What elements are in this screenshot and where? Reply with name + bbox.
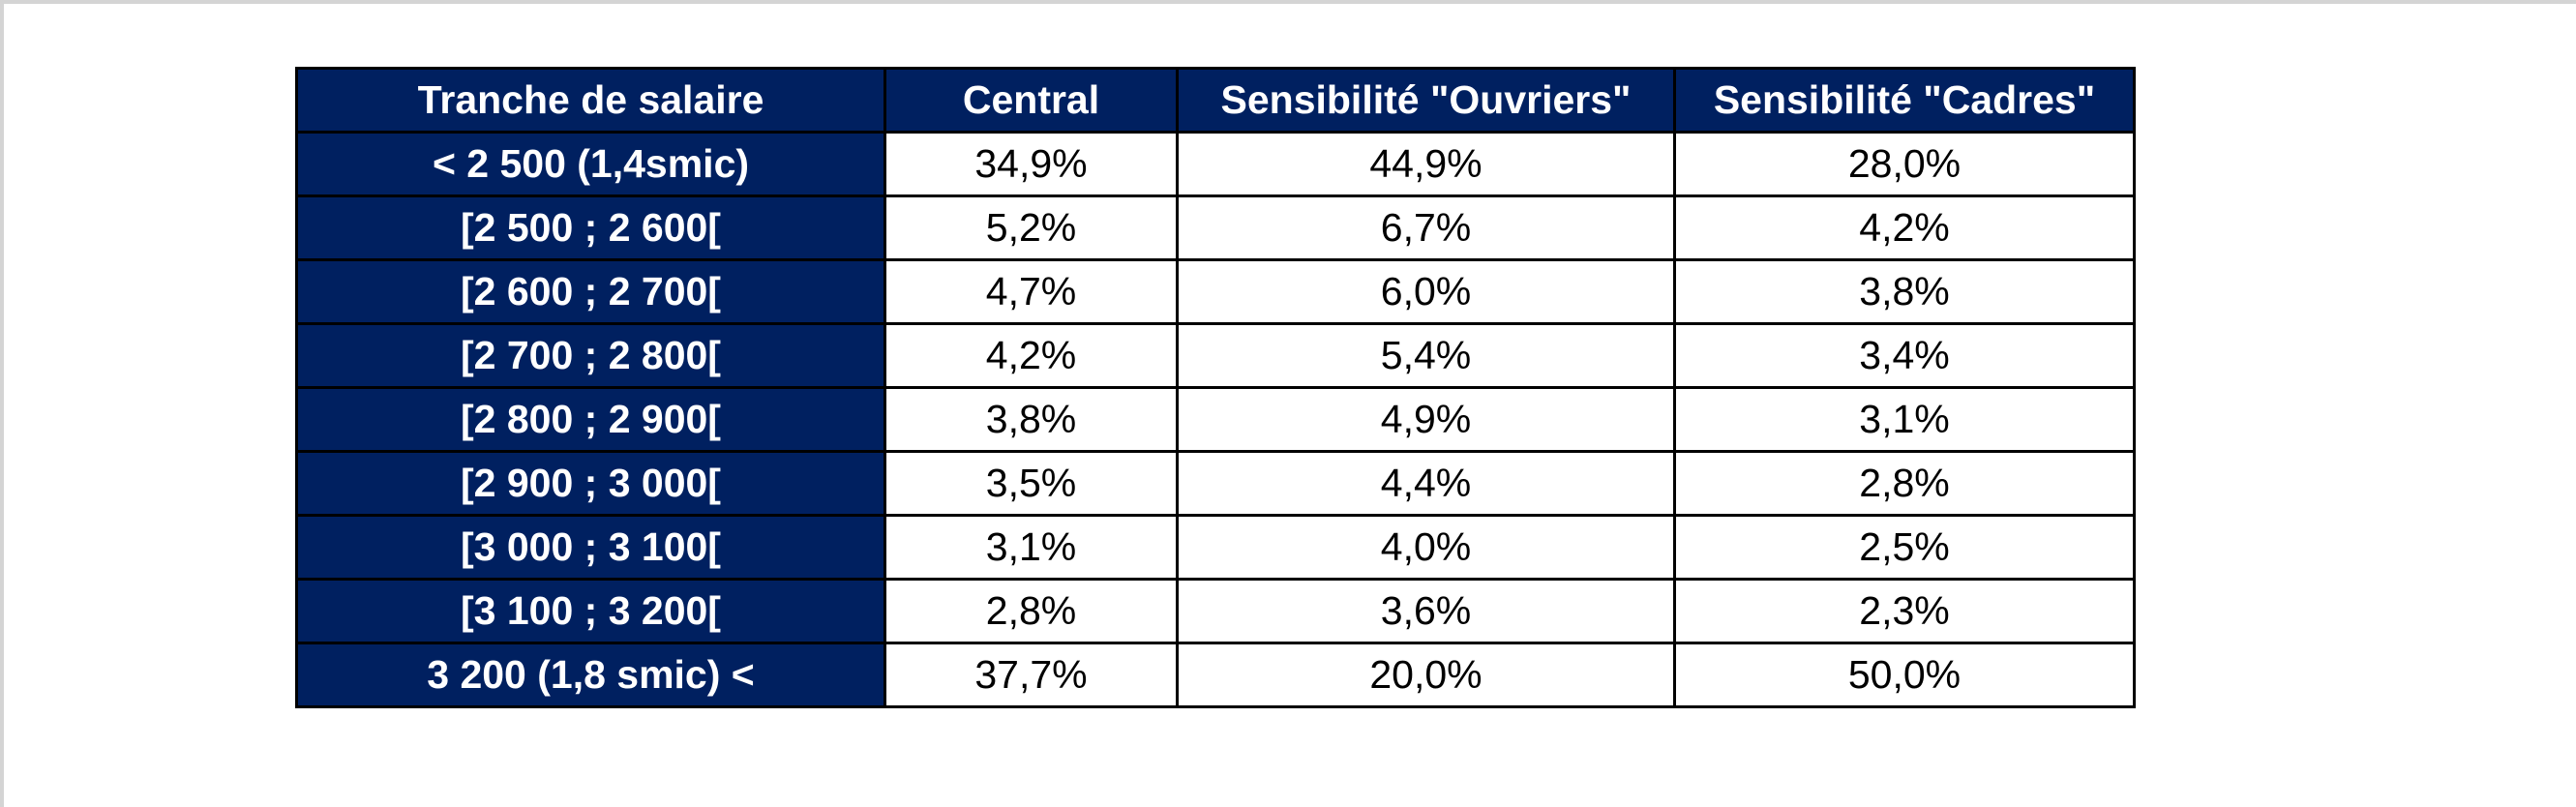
table-header-row: Tranche de salaire Central Sensibilité "… [295,67,2136,134]
central-cell: 3,1% [884,514,1179,581]
salary-distribution-table: Tranche de salaire Central Sensibilité "… [295,67,2136,708]
central-cell: 5,2% [884,194,1179,261]
table-row: [3 100 ; 3 200[ 2,8% 3,6% 2,3% [295,578,2136,644]
central-cell: 3,5% [884,450,1179,517]
table-row: 3 200 (1,8 smic) < 37,7% 20,0% 50,0% [295,642,2136,708]
header-central: Central [884,67,1179,134]
cadres-cell: 3,8% [1673,258,2136,325]
table-row: [3 000 ; 3 100[ 3,1% 4,0% 2,5% [295,514,2136,581]
ouvriers-cell: 3,6% [1176,578,1676,644]
row-label: 3 200 (1,8 smic) < [295,642,886,708]
ouvriers-cell: 5,4% [1176,322,1676,389]
ouvriers-cell: 6,7% [1176,194,1676,261]
table-row: [2 600 ; 2 700[ 4,7% 6,0% 3,8% [295,258,2136,325]
table-row: [2 900 ; 3 000[ 3,5% 4,4% 2,8% [295,450,2136,517]
header-tranche-de-salaire: Tranche de salaire [295,67,886,134]
row-label: [2 500 ; 2 600[ [295,194,886,261]
table-row: < 2 500 (1,4smic) 34,9% 44,9% 28,0% [295,131,2136,197]
cadres-cell: 2,8% [1673,450,2136,517]
header-sensibilite-cadres: Sensibilité "Cadres" [1673,67,2136,134]
table-row: [2 800 ; 2 900[ 3,8% 4,9% 3,1% [295,386,2136,453]
row-label: < 2 500 (1,4smic) [295,131,886,197]
central-cell: 4,7% [884,258,1179,325]
central-cell: 34,9% [884,131,1179,197]
cadres-cell: 2,5% [1673,514,2136,581]
row-label: [2 900 ; 3 000[ [295,450,886,517]
central-cell: 4,2% [884,322,1179,389]
table-row: [2 500 ; 2 600[ 5,2% 6,7% 4,2% [295,194,2136,261]
central-cell: 3,8% [884,386,1179,453]
row-label: [3 000 ; 3 100[ [295,514,886,581]
cadres-cell: 28,0% [1673,131,2136,197]
ouvriers-cell: 6,0% [1176,258,1676,325]
ouvriers-cell: 4,4% [1176,450,1676,517]
ouvriers-cell: 4,9% [1176,386,1676,453]
ouvriers-cell: 20,0% [1176,642,1676,708]
cadres-cell: 3,1% [1673,386,2136,453]
row-label: [2 800 ; 2 900[ [295,386,886,453]
header-sensibilite-ouvriers: Sensibilité "Ouvriers" [1176,67,1676,134]
cadres-cell: 4,2% [1673,194,2136,261]
cadres-cell: 50,0% [1673,642,2136,708]
ouvriers-cell: 44,9% [1176,131,1676,197]
row-label: [2 600 ; 2 700[ [295,258,886,325]
cadres-cell: 2,3% [1673,578,2136,644]
table-row: [2 700 ; 2 800[ 4,2% 5,4% 3,4% [295,322,2136,389]
cadres-cell: 3,4% [1673,322,2136,389]
central-cell: 37,7% [884,642,1179,708]
row-label: [3 100 ; 3 200[ [295,578,886,644]
ouvriers-cell: 4,0% [1176,514,1676,581]
row-label: [2 700 ; 2 800[ [295,322,886,389]
central-cell: 2,8% [884,578,1179,644]
